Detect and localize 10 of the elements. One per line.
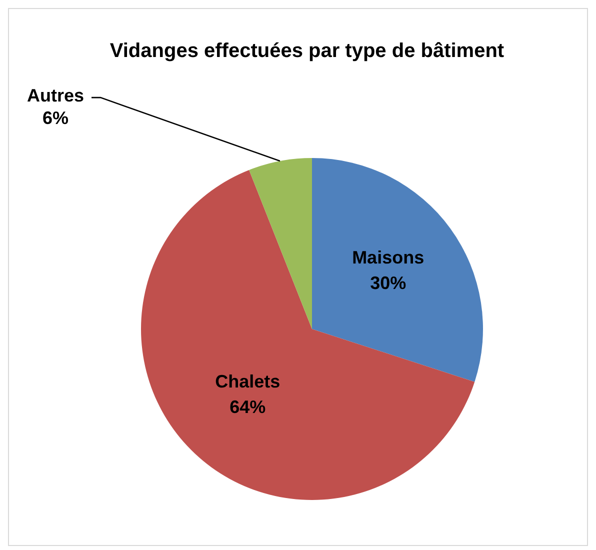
- slice-label: Autres: [26, 86, 84, 106]
- data-label: 30%: [370, 272, 406, 293]
- slice-label: Chalets: [215, 372, 280, 392]
- pie-slice: [312, 158, 483, 382]
- data-label: 6%: [42, 108, 69, 128]
- slice-label: Maisons: [352, 248, 424, 268]
- data-label: 64%: [230, 396, 266, 417]
- chart-title: Vidanges effectuées par type de bâtiment: [109, 39, 505, 64]
- pie-slice: [141, 170, 475, 500]
- pie-slice: [249, 158, 312, 329]
